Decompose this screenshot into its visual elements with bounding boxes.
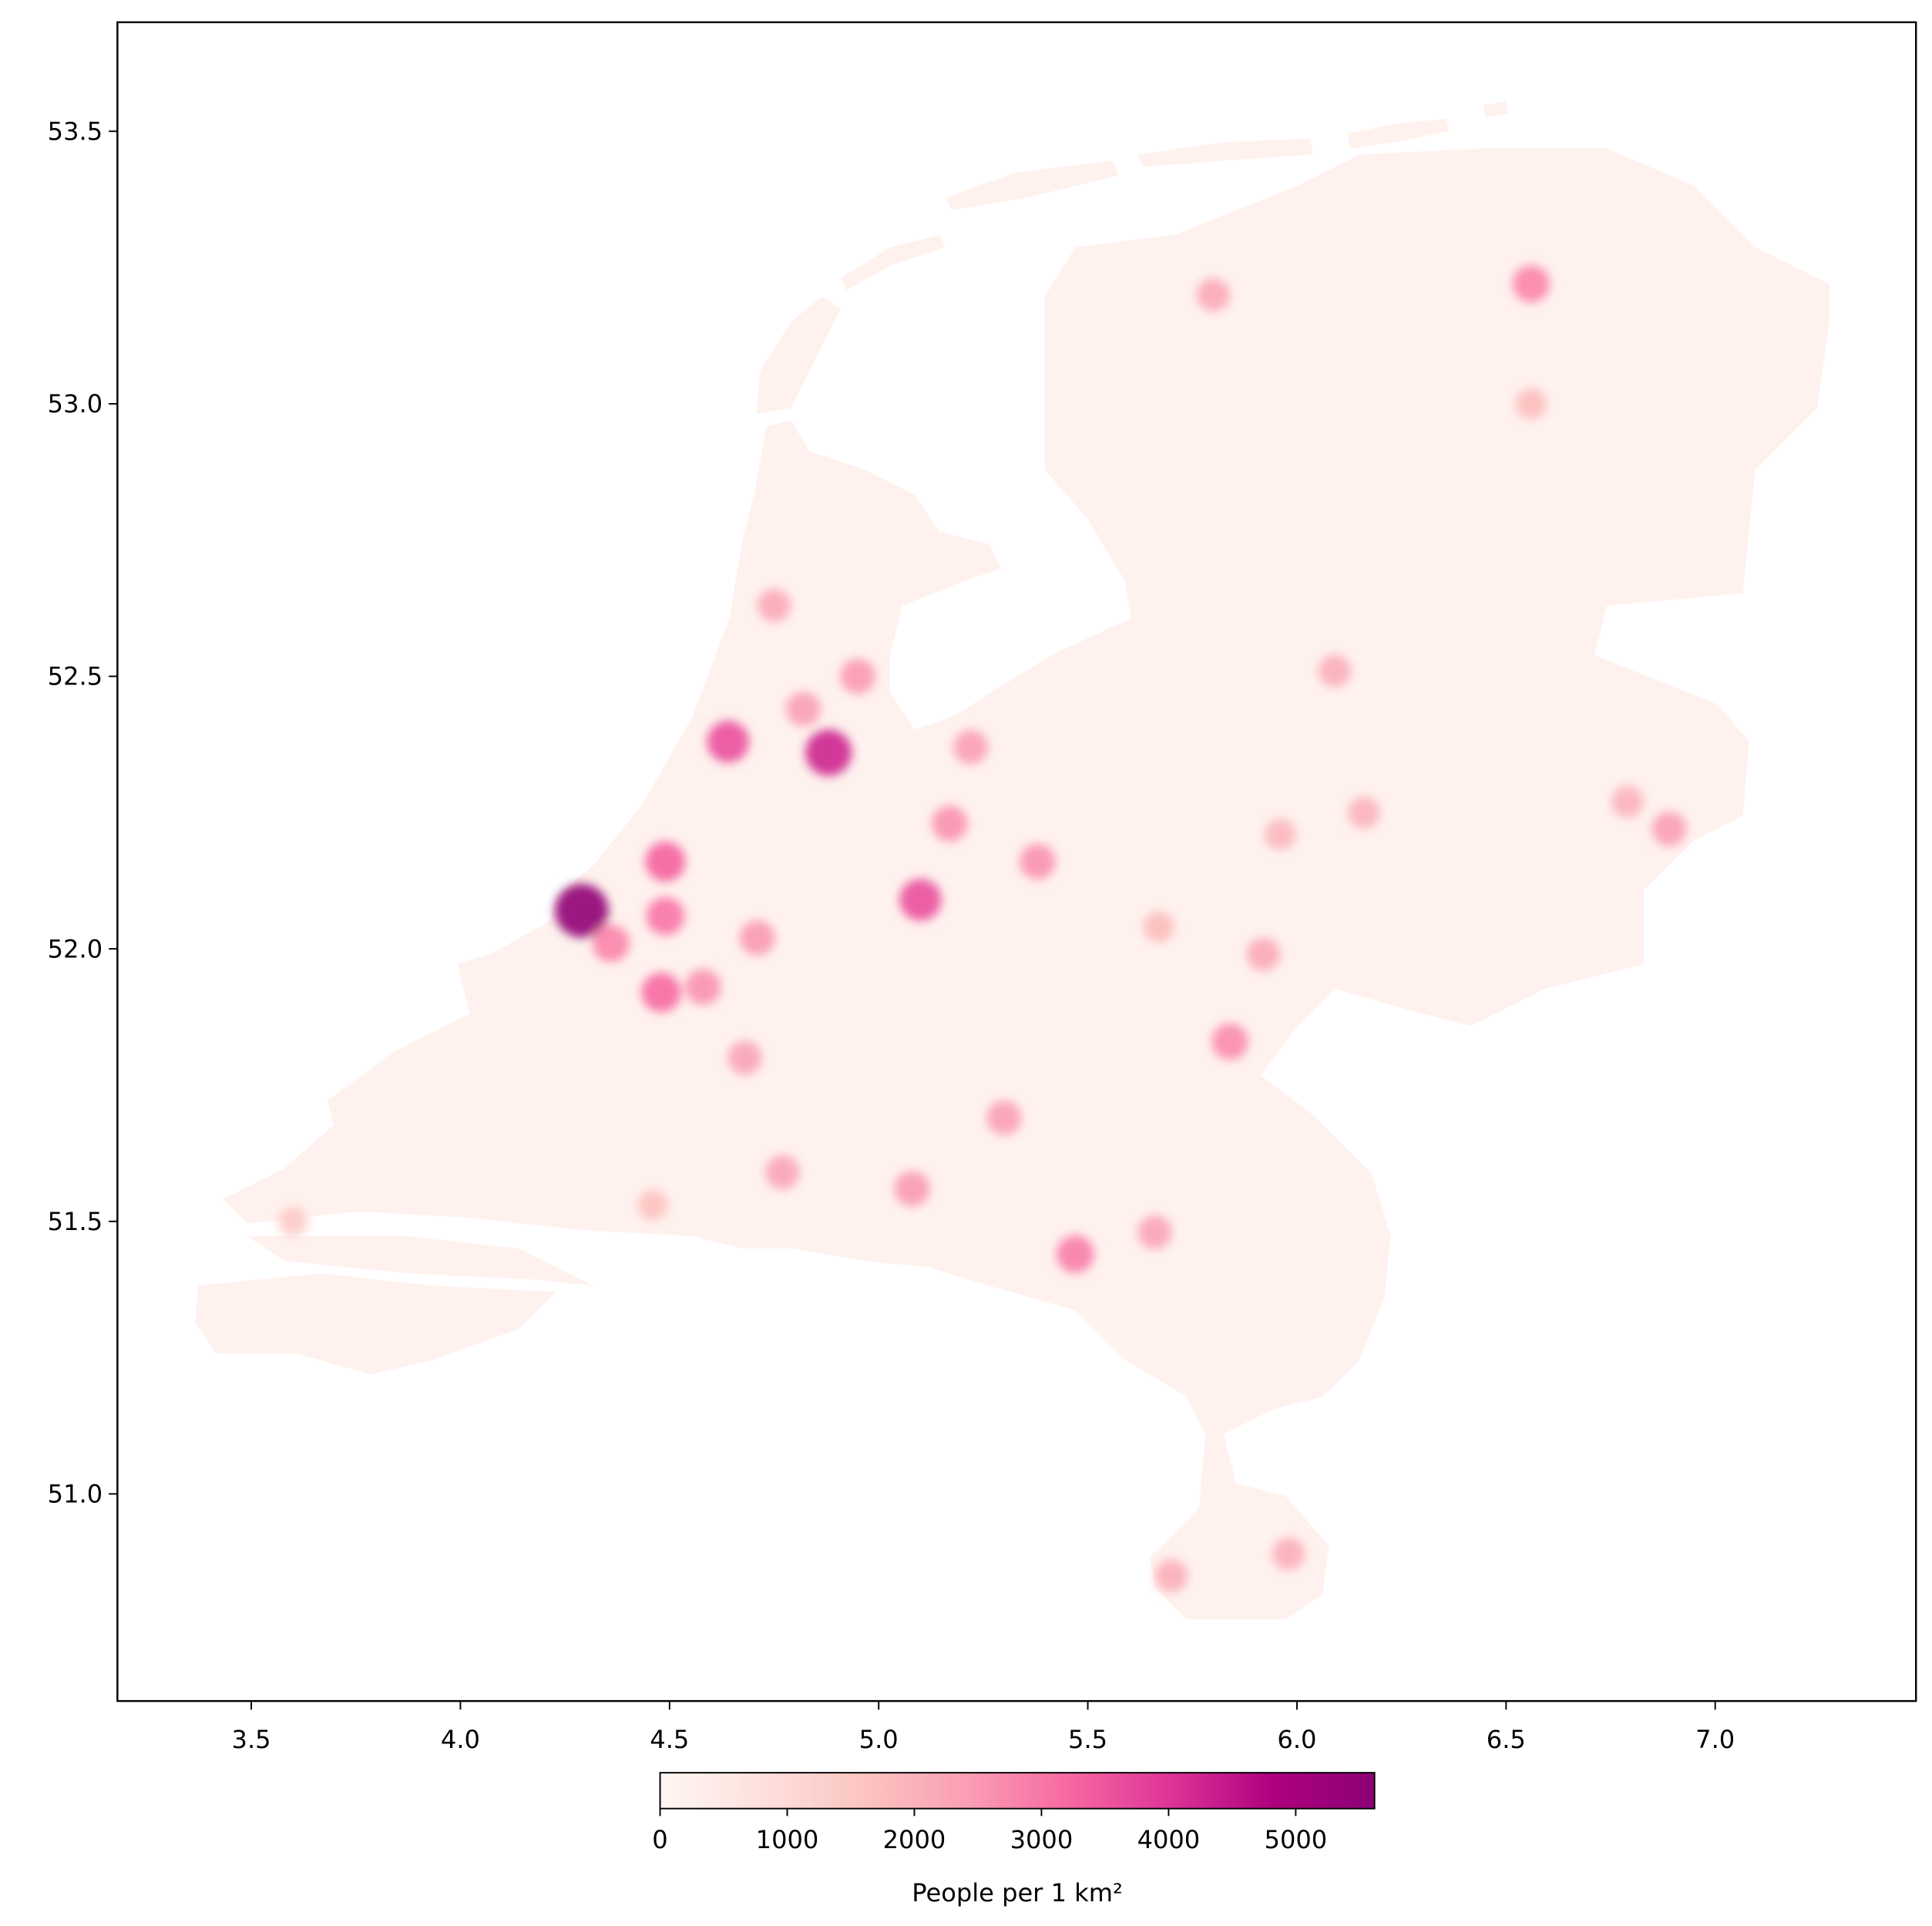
mainland	[222, 148, 1830, 1620]
colorbar-label: People per 1 km²	[912, 1878, 1123, 1908]
walcheren	[247, 1236, 593, 1286]
density-cell	[1611, 785, 1644, 818]
texel	[756, 296, 841, 415]
density-cell	[899, 879, 942, 921]
colorbar-tick-label: 1000	[756, 1825, 819, 1854]
colorbar-tick-label: 4000	[1137, 1825, 1201, 1854]
density-cell	[1211, 1023, 1248, 1060]
land	[195, 101, 1830, 1620]
density-cell	[641, 973, 681, 1013]
axes-frame	[116, 21, 1917, 1702]
colorbar-tick-label: 3000	[1010, 1825, 1074, 1854]
density-cell	[1512, 265, 1550, 303]
y-tick-label: 52.5	[48, 662, 102, 691]
density-cell	[805, 729, 852, 776]
density-cell	[707, 721, 750, 763]
x-tick-label: 5.0	[859, 1725, 899, 1754]
density-cell	[645, 841, 686, 882]
y-tick-label: 51.0	[48, 1480, 102, 1509]
density-cell	[1318, 654, 1352, 687]
y-tick-label: 53.5	[48, 117, 102, 146]
density-cell	[1246, 937, 1281, 971]
density-cell	[1137, 1215, 1172, 1249]
schiermonnikoog	[1347, 118, 1449, 149]
density-cell	[1651, 812, 1687, 847]
y-tick-label: 53.0	[48, 389, 102, 418]
density-cell	[1154, 1559, 1188, 1592]
density-cell	[1347, 796, 1380, 829]
colorbar-tick-label: 0	[652, 1825, 667, 1854]
density-cell	[1196, 277, 1231, 312]
colorbar-tick-label: 5000	[1265, 1825, 1328, 1854]
density-cell	[786, 691, 821, 727]
ameland	[1137, 138, 1313, 167]
density-cell	[953, 730, 989, 765]
density-cell	[739, 920, 775, 956]
x-tick-label: 3.5	[232, 1725, 271, 1754]
density-cell	[757, 588, 791, 623]
density-cell	[986, 1100, 1022, 1135]
density-cell	[1143, 911, 1174, 943]
colorbar	[659, 1772, 1376, 1810]
density-cell	[278, 1206, 308, 1236]
density-cell	[1020, 843, 1056, 880]
density-cell	[894, 1171, 930, 1207]
density-cell	[840, 658, 875, 694]
x-tick-label: 4.0	[441, 1725, 480, 1754]
density-cell	[554, 883, 609, 938]
density-cell	[1272, 1537, 1305, 1571]
zeeuws-vlaanderen	[195, 1273, 556, 1375]
x-tick-label: 7.0	[1695, 1725, 1735, 1754]
density-cell	[765, 1155, 800, 1190]
density-cell	[592, 925, 630, 963]
density-cell	[637, 1189, 668, 1221]
density-cell	[727, 1040, 762, 1075]
x-tick-label: 6.0	[1277, 1725, 1316, 1754]
x-tick-label: 4.5	[650, 1725, 689, 1754]
density-cell	[1264, 818, 1296, 851]
density-cell	[932, 805, 968, 842]
density-layer	[278, 265, 1687, 1592]
terschelling	[946, 160, 1119, 210]
x-tick-label: 5.5	[1068, 1725, 1107, 1754]
density-cell	[1515, 388, 1547, 419]
y-tick-label: 51.5	[48, 1207, 102, 1236]
rottum	[1483, 101, 1508, 118]
vlieland	[840, 234, 946, 291]
density-cell	[1056, 1235, 1094, 1273]
x-tick-label: 6.5	[1487, 1725, 1526, 1754]
density-cell	[646, 896, 685, 936]
colorbar-tick-label: 2000	[883, 1825, 946, 1854]
y-tick-label: 52.0	[48, 934, 102, 963]
density-cell	[684, 969, 721, 1005]
